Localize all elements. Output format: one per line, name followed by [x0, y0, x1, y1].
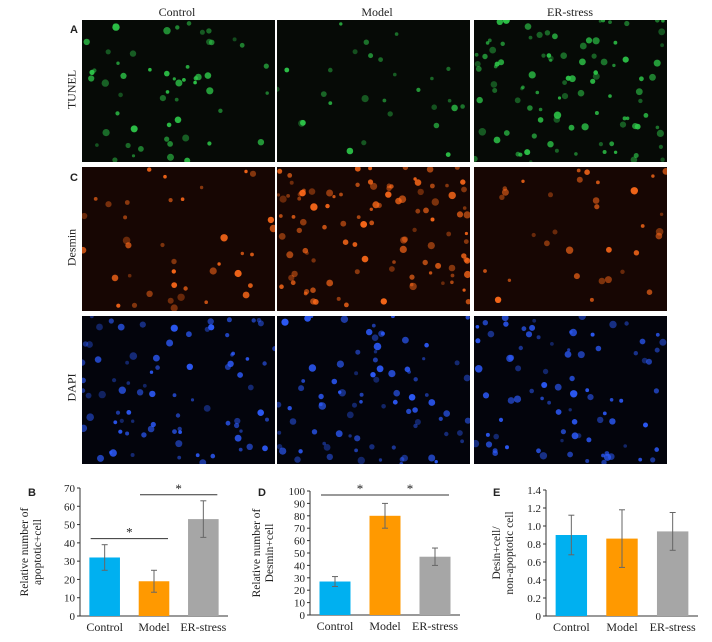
- y-tick-label: 1.2: [527, 503, 541, 515]
- x-tick-label: ER-stress: [180, 620, 226, 634]
- y-tick-label: 70: [294, 523, 306, 535]
- tile-desmin-er-stress: [474, 167, 667, 311]
- x-tick-label: Control: [553, 620, 590, 634]
- y-tick-label: 0: [536, 611, 542, 623]
- tile-dapi-er-stress: [474, 316, 667, 464]
- tile-desmin-model: [277, 167, 470, 311]
- row-label-dapi: DAPI: [64, 373, 79, 402]
- y-axis-label: Relative number ofDesmin+cell: [251, 508, 276, 597]
- y-tick-label: 0.8: [527, 539, 541, 551]
- panel-label-d: D: [258, 487, 266, 499]
- significance-star: *: [126, 525, 133, 540]
- x-tick-label: Control: [86, 620, 123, 634]
- y-tick-label: 50: [64, 520, 76, 532]
- y-axis-label: Desin+cell/non-apoptotic cell: [491, 511, 516, 594]
- x-tick-label: ER-stress: [650, 620, 696, 634]
- y-tick-label: 60: [64, 501, 76, 513]
- x-tick-label: Model: [606, 620, 638, 634]
- bar-control: [319, 581, 351, 615]
- y-tick-label: 100: [289, 486, 306, 498]
- panel-label-a: A: [70, 24, 78, 36]
- x-tick-label: Model: [138, 620, 170, 634]
- significance-star: *: [357, 481, 364, 496]
- x-tick-label: Model: [369, 619, 401, 633]
- tile-tunel-control: [82, 20, 275, 162]
- y-tick-label: 30: [294, 573, 306, 585]
- y-tick-label: 1.0: [527, 521, 541, 533]
- y-tick-label: 80: [294, 511, 306, 523]
- bar-model: [369, 515, 401, 615]
- y-tick-label: 0.4: [527, 575, 541, 587]
- panel-label-e: E: [493, 487, 501, 499]
- y-tick-label: 20: [64, 574, 76, 586]
- y-tick-label: 0: [70, 611, 76, 623]
- x-tick-label: Control: [317, 619, 354, 633]
- y-tick-label: 90: [294, 498, 306, 510]
- y-tick-label: 60: [294, 536, 306, 548]
- column-header-control: Control: [158, 5, 196, 19]
- column-header-model: Model: [361, 5, 393, 19]
- y-tick-label: 20: [294, 585, 306, 597]
- x-tick-label: ER-stress: [412, 619, 458, 633]
- bar-er-stress: [419, 556, 451, 615]
- chart-e-ratio: 0 0.2 0.4 0.6 0.8 1.0 1.2 1.4 Desin+cell/non-apo…: [491, 485, 698, 634]
- y-tick-label: 1.4: [527, 485, 541, 497]
- panel-label-b: B: [28, 487, 36, 499]
- tile-desmin-control: [82, 167, 275, 311]
- significance-star: *: [175, 481, 182, 496]
- y-tick-label: 40: [64, 538, 76, 550]
- y-tick-label: 40: [294, 560, 306, 572]
- y-axis-label: Relative number ofapoptotic+cell: [19, 507, 44, 596]
- chart-b-apoptotic: 0 10 20 30 40 50 60 70 Relative number ofapoptot…: [19, 481, 228, 634]
- y-tick-label: 70: [64, 483, 76, 495]
- column-header-er-stress: ER-stress: [547, 5, 593, 19]
- significance-star: *: [407, 481, 414, 496]
- tile-dapi-model: [277, 316, 470, 464]
- row-label-desmin: Desmin: [64, 228, 79, 267]
- tile-tunel-model: [277, 20, 470, 162]
- tile-tunel-er-stress: [474, 20, 667, 162]
- panel-label-c: C: [70, 172, 78, 184]
- y-tick-label: 0.2: [527, 593, 541, 605]
- row-label-tunel: TUNEL: [64, 69, 79, 110]
- y-tick-label: 30: [64, 556, 76, 568]
- y-tick-label: 10: [64, 593, 76, 605]
- y-tick-label: 0.6: [527, 557, 541, 569]
- tile-dapi-control: [82, 316, 275, 464]
- y-tick-label: 10: [294, 598, 306, 610]
- y-tick-label: 50: [294, 548, 306, 560]
- y-tick-label: 0: [300, 610, 306, 622]
